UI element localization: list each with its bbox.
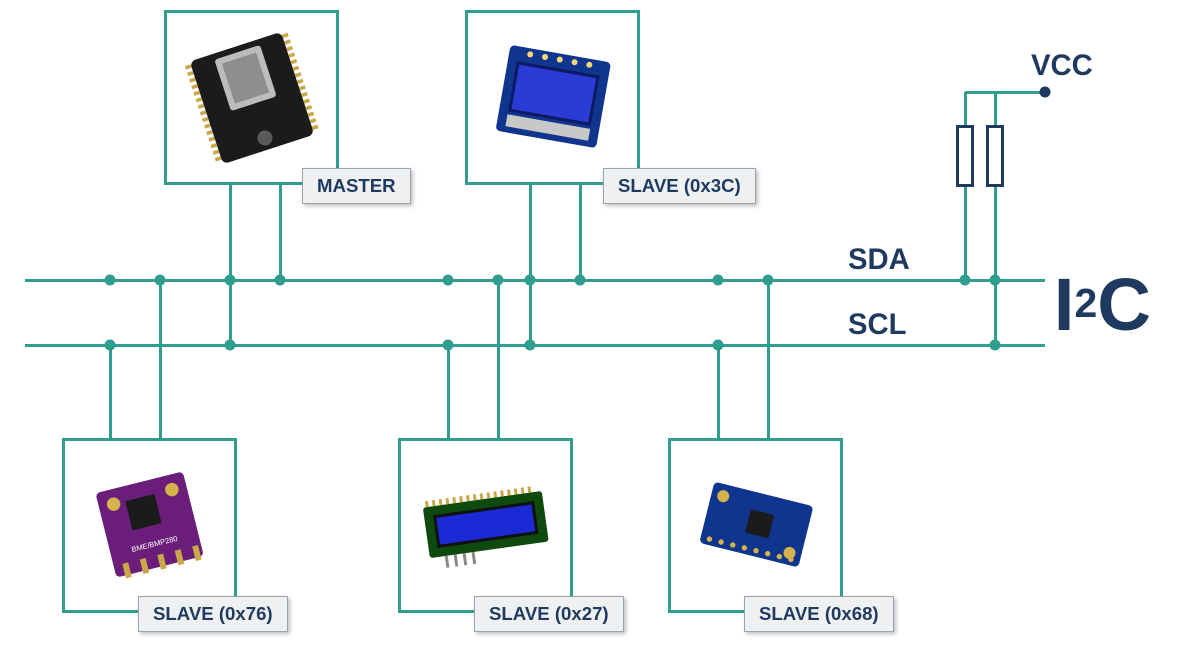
- scl-stub-master: [229, 185, 232, 345]
- lcd1602-icon: [411, 451, 561, 601]
- sda-dot-master: [275, 275, 286, 286]
- scl-stub-slave_bmp: [109, 345, 112, 438]
- mpu6050-icon: [681, 451, 831, 601]
- scl-label: SCL: [848, 309, 907, 342]
- scl-stub-slave_oled: [529, 185, 532, 345]
- device-box-slave_bmp: BME/BMP280: [62, 438, 237, 613]
- device-label-master: MASTER: [302, 168, 411, 204]
- oled-icon: [478, 23, 628, 173]
- device-box-slave_lcd: [398, 438, 573, 613]
- scl-dot-master: [225, 340, 236, 351]
- device-label-slave_bmp: SLAVE (0x76): [138, 596, 288, 632]
- sda-dot-slave_oled: [575, 275, 586, 286]
- cross-dot-slave_mpu-a: [713, 275, 724, 286]
- sda-label: SDA: [848, 244, 910, 277]
- pullup-sda-up: [964, 92, 967, 125]
- pullup-resistor-scl: [986, 125, 1004, 187]
- vcc-label: VCC: [1031, 50, 1093, 83]
- scl-dot-slave_lcd: [443, 340, 454, 351]
- device-box-slave_oled: [465, 10, 640, 185]
- scl-dot-slave_mpu: [713, 340, 724, 351]
- pullup-scl-dot: [990, 340, 1001, 351]
- device-label-slave_lcd: SLAVE (0x27): [474, 596, 624, 632]
- sda-stub-slave_mpu: [767, 280, 770, 438]
- pullup-scl-to-bus: [994, 187, 997, 345]
- vcc-rail: [965, 91, 1045, 94]
- sda-stub-slave_oled: [579, 185, 582, 280]
- bmp280-icon: BME/BMP280: [75, 451, 225, 601]
- sda-stub-slave_bmp: [159, 280, 162, 438]
- device-label-slave_mpu: SLAVE (0x68): [744, 596, 894, 632]
- cross-dot-slave_oled-a: [525, 275, 536, 286]
- pullup-scl-up: [994, 92, 997, 125]
- pullup-sda-dot: [960, 275, 971, 286]
- scl-stub-slave_lcd: [447, 345, 450, 438]
- vcc-node-dot: [1040, 87, 1051, 98]
- cross-dot-slave_bmp-a: [105, 275, 116, 286]
- esp32-icon: [177, 23, 327, 173]
- sda-dot-slave_bmp: [155, 275, 166, 286]
- device-label-slave_oled: SLAVE (0x3C): [603, 168, 756, 204]
- sda-dot-slave_mpu: [763, 275, 774, 286]
- cross-dot-master-a: [225, 275, 236, 286]
- sda-dot-slave_lcd: [493, 275, 504, 286]
- i2c-title: I2C: [1054, 268, 1151, 342]
- device-box-slave_mpu: [668, 438, 843, 613]
- device-box-master: [164, 10, 339, 185]
- scl-stub-slave_mpu: [717, 345, 720, 438]
- sda-stub-slave_lcd: [497, 280, 500, 438]
- pullup-scl-cross-dot: [990, 275, 1001, 286]
- pullup-sda-to-bus: [964, 187, 967, 280]
- pullup-resistor-sda: [956, 125, 974, 187]
- sda-stub-master: [279, 185, 282, 280]
- scl-dot-slave_bmp: [105, 340, 116, 351]
- scl-dot-slave_oled: [525, 340, 536, 351]
- cross-dot-slave_lcd-a: [443, 275, 454, 286]
